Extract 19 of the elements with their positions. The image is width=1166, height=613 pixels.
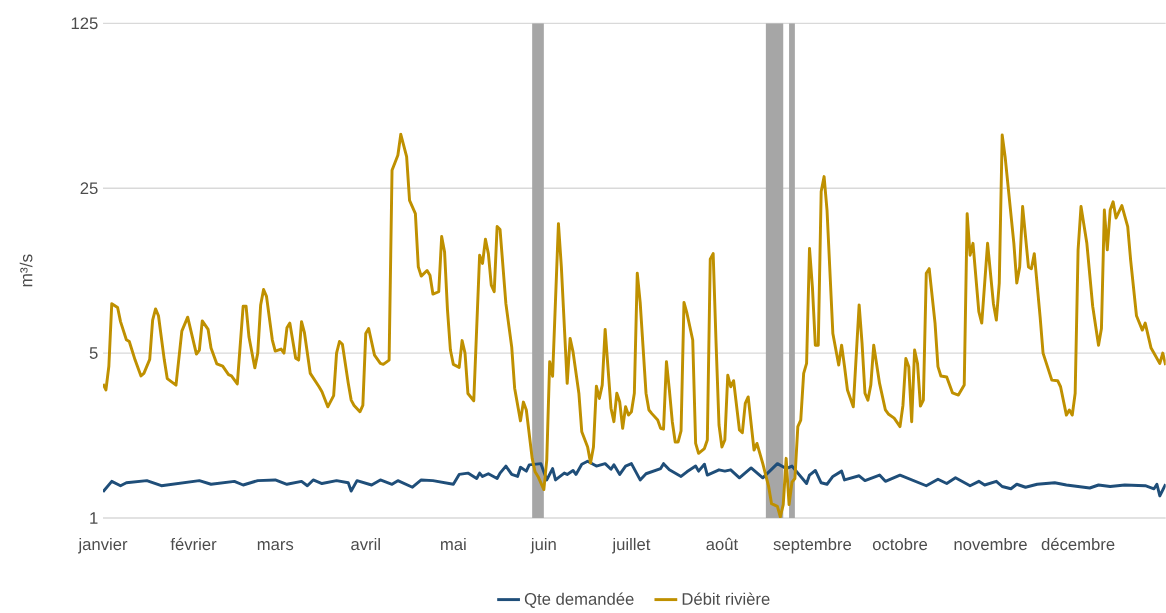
x-tick-label: mai bbox=[441, 537, 466, 551]
y-axis-title: m³/s bbox=[19, 254, 33, 287]
x-tick-label: mars bbox=[257, 541, 294, 551]
x-tick-label: avril bbox=[351, 537, 380, 551]
x-tick-label: septembre bbox=[773, 537, 852, 554]
x-tick-label: novembre bbox=[954, 537, 1027, 551]
legend-label: Qte demandée bbox=[524, 592, 634, 608]
x-tick-label: janvier bbox=[78, 537, 128, 554]
legend-label: Débit rivière bbox=[682, 592, 770, 605]
x-tick-label: août bbox=[706, 537, 739, 551]
x-tick-label: juillet bbox=[612, 537, 651, 554]
x-tick-label: octobre bbox=[872, 537, 928, 551]
y-tick-label: 1 bbox=[90, 512, 98, 524]
x-tick-label: décembre bbox=[1041, 537, 1115, 551]
y-tick-label: 125 bbox=[71, 17, 98, 30]
y-tick-label: 25 bbox=[80, 182, 98, 195]
x-tick-label: juin bbox=[530, 537, 556, 554]
x-tick-label: février bbox=[170, 537, 217, 551]
y-tick-label: 5 bbox=[89, 347, 98, 359]
